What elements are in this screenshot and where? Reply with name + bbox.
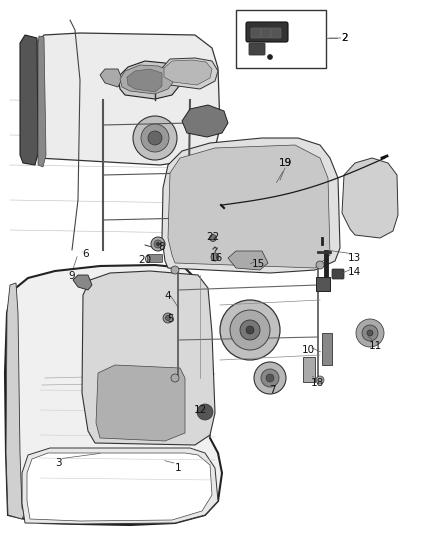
Circle shape xyxy=(209,235,216,241)
FancyBboxPatch shape xyxy=(251,28,261,38)
Text: 13: 13 xyxy=(347,253,360,263)
FancyBboxPatch shape xyxy=(261,28,271,38)
FancyBboxPatch shape xyxy=(249,43,265,55)
Text: 14: 14 xyxy=(347,267,360,277)
Circle shape xyxy=(367,330,373,336)
Polygon shape xyxy=(96,365,185,441)
Circle shape xyxy=(156,243,159,246)
Circle shape xyxy=(316,261,324,269)
Text: 12: 12 xyxy=(193,405,207,415)
Text: 15: 15 xyxy=(251,259,265,269)
Bar xyxy=(236,10,326,68)
Text: 19: 19 xyxy=(279,158,292,168)
Circle shape xyxy=(246,326,254,334)
Circle shape xyxy=(166,316,170,320)
Circle shape xyxy=(220,300,280,360)
Text: 2: 2 xyxy=(342,33,348,43)
Polygon shape xyxy=(73,275,92,290)
Polygon shape xyxy=(162,58,218,89)
Polygon shape xyxy=(27,453,212,521)
Circle shape xyxy=(230,310,270,350)
Circle shape xyxy=(154,240,162,248)
FancyBboxPatch shape xyxy=(271,28,281,38)
Polygon shape xyxy=(120,65,174,94)
Text: 6: 6 xyxy=(83,249,89,259)
Polygon shape xyxy=(182,105,228,137)
Polygon shape xyxy=(22,448,218,524)
Text: 10: 10 xyxy=(301,345,314,355)
Text: 19: 19 xyxy=(279,158,292,168)
Polygon shape xyxy=(118,61,180,99)
Text: 9: 9 xyxy=(69,271,75,281)
Polygon shape xyxy=(38,33,220,165)
Text: 1: 1 xyxy=(175,463,181,473)
Circle shape xyxy=(141,124,169,152)
Text: 7: 7 xyxy=(268,385,276,395)
Text: 5: 5 xyxy=(167,314,173,324)
Circle shape xyxy=(151,237,165,251)
Circle shape xyxy=(261,369,279,387)
Polygon shape xyxy=(228,251,268,270)
Circle shape xyxy=(362,325,378,341)
Polygon shape xyxy=(316,277,330,291)
Circle shape xyxy=(148,131,162,145)
Polygon shape xyxy=(5,265,222,525)
Text: 16: 16 xyxy=(209,253,223,263)
Text: 4: 4 xyxy=(165,291,171,301)
Text: 11: 11 xyxy=(368,341,381,351)
Text: 22: 22 xyxy=(206,232,219,242)
Circle shape xyxy=(163,313,173,323)
Polygon shape xyxy=(127,69,162,92)
Polygon shape xyxy=(342,158,398,238)
Text: 18: 18 xyxy=(311,378,324,388)
Polygon shape xyxy=(6,283,25,519)
Text: 2: 2 xyxy=(342,33,348,43)
Circle shape xyxy=(133,116,177,160)
Bar xyxy=(303,357,315,382)
Circle shape xyxy=(254,362,286,394)
FancyBboxPatch shape xyxy=(148,254,162,262)
Circle shape xyxy=(211,253,219,261)
Bar xyxy=(322,333,332,365)
Polygon shape xyxy=(164,60,212,85)
FancyBboxPatch shape xyxy=(246,22,288,42)
Circle shape xyxy=(268,54,272,60)
Polygon shape xyxy=(20,35,38,165)
Polygon shape xyxy=(38,36,46,167)
Circle shape xyxy=(266,374,274,382)
Circle shape xyxy=(240,320,260,340)
Circle shape xyxy=(356,319,384,347)
Polygon shape xyxy=(100,69,122,87)
Circle shape xyxy=(316,376,324,384)
Circle shape xyxy=(197,404,213,420)
Polygon shape xyxy=(162,138,340,273)
Text: 20: 20 xyxy=(138,255,152,265)
FancyBboxPatch shape xyxy=(332,269,344,279)
Text: 3: 3 xyxy=(55,458,61,468)
Polygon shape xyxy=(82,271,215,445)
Circle shape xyxy=(171,266,179,274)
Polygon shape xyxy=(168,145,330,268)
Text: 8: 8 xyxy=(159,242,165,252)
Circle shape xyxy=(171,374,179,382)
